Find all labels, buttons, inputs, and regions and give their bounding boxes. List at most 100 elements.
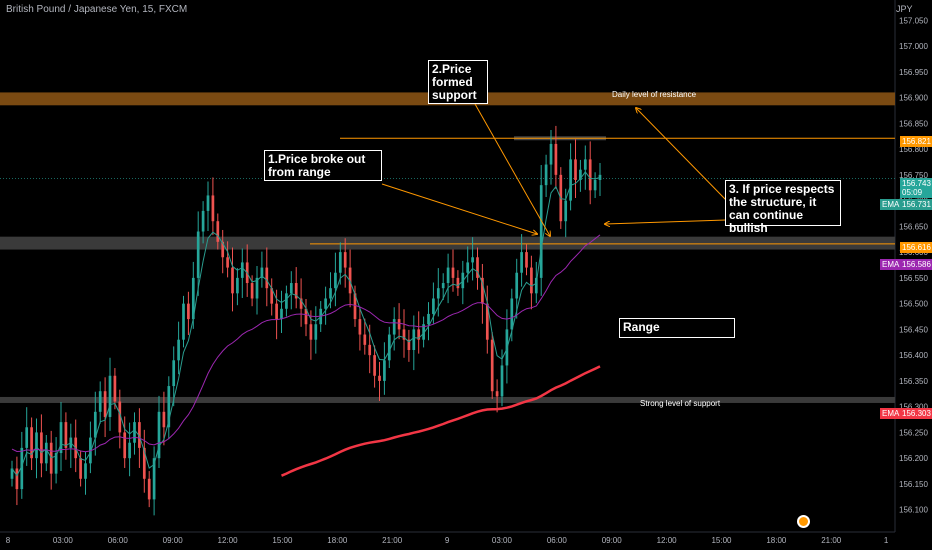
level-low-price: 156.616 (900, 242, 932, 253)
support-label: Strong level of support (640, 399, 721, 408)
candle-body (25, 427, 29, 448)
candle-body (549, 143, 553, 165)
candle-body (294, 283, 298, 299)
x-tick-label: 06:00 (547, 536, 568, 545)
candle-body (162, 411, 166, 428)
ema-slow-label: EMA (880, 408, 902, 419)
candle-body (108, 375, 112, 417)
candle-body (103, 391, 107, 417)
candle-body (20, 447, 24, 490)
x-tick-label: 12:00 (657, 536, 678, 545)
candle-body (363, 334, 367, 345)
y-tick-label: 156.650 (899, 222, 928, 231)
candle-body (236, 277, 239, 294)
candle-body (15, 468, 19, 490)
candle-body (299, 298, 303, 309)
candle-body (383, 360, 386, 381)
y-tick-label: 156.100 (899, 506, 928, 515)
x-tick-label: 15:00 (272, 536, 293, 545)
candle-body (417, 329, 421, 340)
candle-body (485, 303, 489, 340)
candle-body (510, 298, 514, 330)
x-tick-label: 09:00 (602, 536, 623, 545)
annotation-support-formed[interactable]: 2.Price formed support (428, 60, 488, 104)
candle-body (476, 257, 479, 278)
x-tick-label: 8 (6, 536, 11, 545)
candle-body (206, 195, 210, 211)
candle-body (427, 313, 430, 325)
last-price-tag: 156.743 05:09 (900, 178, 932, 198)
candle-body (133, 422, 136, 443)
x-tick-label: 06:00 (108, 536, 129, 545)
x-tick-label: 21:00 (382, 536, 403, 545)
candle-body (30, 427, 33, 459)
candle-body (152, 458, 156, 500)
candle-body (84, 463, 87, 479)
support-zone (0, 236, 895, 250)
chart-title: British Pound / Japanese Yen, 15, FXCM (6, 4, 188, 15)
candle-body (500, 365, 504, 397)
candle-body (466, 262, 470, 273)
candle-body (64, 422, 68, 448)
candle-body (226, 257, 229, 268)
tradingview-logo-icon[interactable] (797, 515, 810, 528)
annotation-range[interactable]: Range (619, 318, 735, 338)
candle-body (539, 185, 543, 278)
candle-body (191, 277, 195, 320)
y-tick-label: 156.150 (899, 480, 928, 489)
candle-body (451, 267, 455, 278)
candle-body (481, 277, 484, 304)
y-tick-label: 157.000 (899, 42, 928, 51)
candle-body (142, 447, 146, 479)
candle-body (79, 458, 82, 479)
candle-body (255, 277, 259, 299)
ema-slow-value: 156.303 (900, 408, 932, 419)
candle-body (583, 159, 587, 170)
candle-body (353, 293, 357, 320)
candle-body (422, 324, 425, 340)
ema-mid-value: 156.586 (900, 259, 932, 270)
candle-body (201, 210, 205, 232)
annotation-continue-bullish[interactable]: 3. If price respects the structure, it c… (725, 180, 841, 235)
candle-body (250, 283, 254, 299)
candle-body (392, 319, 396, 335)
currency-label: JPY (896, 4, 913, 14)
candle-body (441, 283, 445, 289)
candle-body (436, 288, 440, 299)
candle-body (93, 411, 97, 438)
ema-fast-line (11, 171, 601, 477)
candle-body (456, 277, 460, 289)
x-tick-label: 03:00 (53, 536, 74, 545)
candle-body (289, 283, 293, 294)
x-tick-label: 15:00 (711, 536, 732, 545)
candle-body (579, 169, 582, 180)
candle-body (564, 200, 568, 222)
y-tick-label: 156.550 (899, 274, 928, 283)
y-tick-label: 156.250 (899, 428, 928, 437)
candle-body (598, 174, 602, 180)
candle-body (446, 267, 450, 284)
candle-body (329, 288, 332, 299)
x-tick-label: 9 (445, 536, 450, 545)
candle-body (231, 267, 234, 294)
candle-body (387, 334, 391, 361)
candle-body (275, 303, 278, 320)
x-tick-label: 09:00 (163, 536, 184, 545)
candle-body (221, 241, 225, 258)
level-high-price: 156.821 (900, 136, 932, 147)
candle-body (147, 478, 151, 500)
candle-body (123, 432, 127, 459)
annotation-breakout[interactable]: 1.Price broke out from range (264, 150, 382, 181)
candle-body (343, 252, 347, 268)
y-tick-label: 156.200 (899, 454, 928, 463)
arrow-breakout (381, 183, 537, 234)
candle-body (569, 159, 572, 201)
strong-support-zone (0, 396, 895, 403)
candle-body (118, 401, 122, 433)
candle-body (113, 375, 117, 402)
candle-body (54, 453, 58, 474)
candle-body (412, 329, 416, 350)
y-tick-label: 156.900 (899, 94, 928, 103)
candle-body (338, 252, 342, 273)
x-tick-label: 12:00 (218, 536, 239, 545)
